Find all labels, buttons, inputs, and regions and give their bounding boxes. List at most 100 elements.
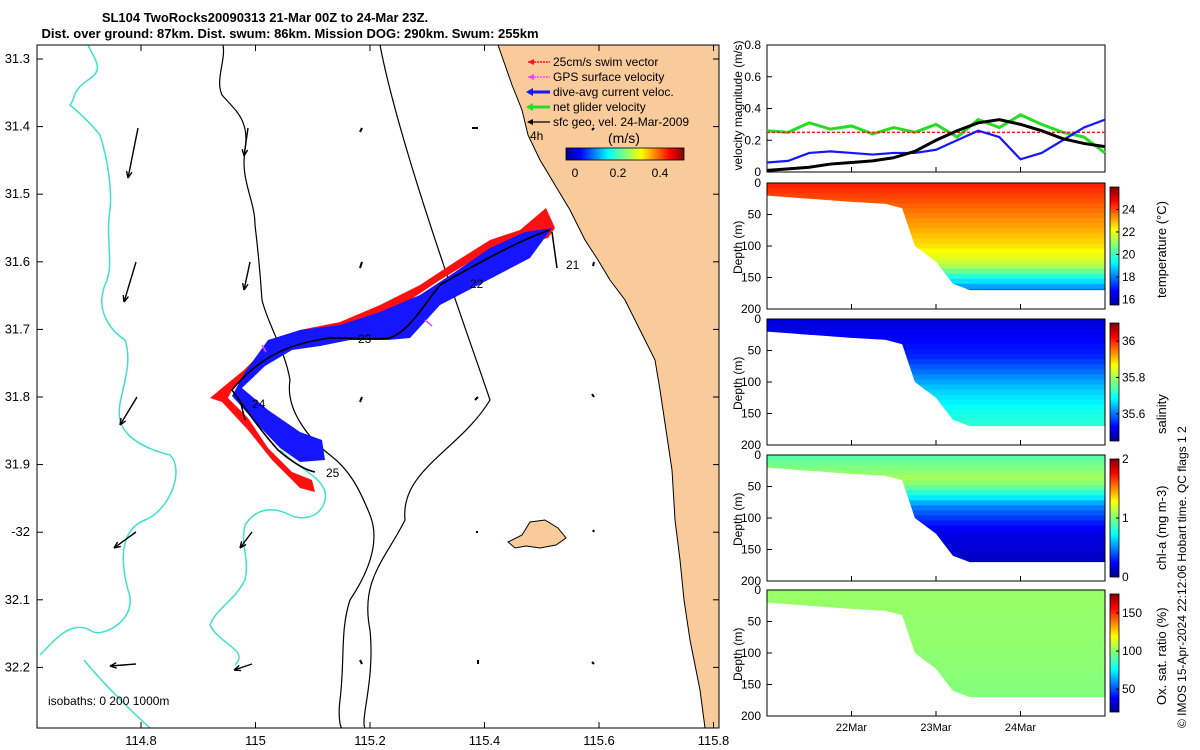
geo-arrow-2-head [241,149,249,157]
geo-arrow-0-head [125,171,133,179]
legend-note: 4h [530,129,543,143]
section-band-2-11 [767,374,1105,381]
section-band-3-2 [767,465,1105,471]
colorbar-unit: (m/s) [608,130,640,146]
speed-colorbar [565,147,685,161]
geo-arrow-small-11 [591,127,595,131]
section-band-3-11 [767,510,1105,517]
isobath-0m [363,45,491,728]
section-band-4-7 [767,625,1105,631]
velocity-ylabel: velocity magnitude (m/s) [731,40,745,170]
colorbar-tick-2: 0.4 [652,166,669,180]
section-band-1-8 [767,223,1105,229]
velocity-ytick-label-2: 0.4 [744,102,761,116]
section-1-cbar-label-2: 20 [1122,247,1136,261]
section-band-2-2 [767,329,1105,335]
section-1-colorbar [1109,186,1120,306]
coastline-land [497,45,719,728]
section-4-cbar-label-2: 150 [1122,606,1142,620]
section-band-3-12 [767,515,1105,522]
section-band-4-15 [767,665,1105,672]
legend-net: net glider velocity [553,100,646,114]
geo-arrow-6-head [239,541,247,549]
section-xtick-label-1: 23Mar [920,722,952,734]
section-2-cbar-label-0: 35.6 [1122,407,1146,421]
section-band-4-3 [767,605,1105,611]
geo-arrow-0 [127,127,139,179]
chart-title-line2: Dist. over ground: 87km. Dist. swum: 86k… [41,26,539,41]
geo-arrow-6 [239,531,253,549]
section-band-2-1 [767,324,1105,330]
colorbar-tick-1: 0.2 [610,166,627,180]
section-2-colorbar-label: salinity [1154,394,1169,434]
section-band-1-0 [767,183,1105,189]
section-band-1-11 [767,238,1105,245]
geo-arrow-7 [109,663,137,667]
section-band-2-12 [767,379,1105,386]
section-band-1-7 [767,218,1105,224]
legend-geo: sfc geo. vel. 24-Mar-2009 [553,115,689,129]
velocity-ytick-label-3: 0.6 [744,70,761,84]
day-label-21: 21 [566,258,580,272]
day-label-23: 23 [358,332,372,346]
section-2-ytick-label-1: 50 [748,344,762,358]
isobath-200m [39,45,327,728]
section-band-4-2 [767,600,1105,606]
section-1-cbar-label-4: 24 [1122,202,1136,216]
map-xtick-label-4: 115.6 [583,733,615,748]
imos-credit: © IMOS 15-Apr-2024 22:12:06 Hobart time.… [1175,426,1189,728]
velocity-series-2 [766,118,1106,164]
velocity-series-3 [766,118,1106,172]
geo-arrow-8 [233,663,253,671]
section-band-4-14 [767,660,1105,667]
isobath-legend: isobaths: 0 200 1000m [48,694,169,708]
section-4-ytick-label-0: 0 [754,583,761,597]
day-label-22: 22 [470,277,484,291]
section-band-2-6 [767,349,1105,355]
section-4-ytick-label-3: 150 [741,678,761,692]
section-3-colorbar-label: chl-a (mg m-3) [1154,485,1169,570]
section-band-1-1 [767,188,1105,194]
geo-arrow-5 [113,531,137,549]
geo-arrow-5-head [113,541,121,549]
section-1-ytick-label-2: 100 [741,239,761,253]
colorbar-tick-0: 0 [572,166,579,180]
section-band-1-14 [767,253,1105,260]
section-band-4-8 [767,630,1105,636]
section-band-4-4 [767,610,1105,616]
section-band-3-1 [767,460,1105,466]
map-frame [36,44,720,729]
map-xtick-label-5: 115.8 [698,733,730,748]
net-glider-track [230,229,551,473]
section-3-ytick-label-1: 50 [748,480,762,494]
section-3-cbar-label-2: 2 [1122,452,1129,466]
map-ytick-label-5: 31.8 [5,389,30,404]
map-ytick-label-0: 31.3 [5,51,30,66]
section-1-ytick-label-3: 150 [741,271,761,285]
section-band-2-10 [767,369,1105,376]
geo-arrow-small-12 [592,261,595,267]
geo-arrow-8-head [233,664,242,672]
geo-arrow-1 [123,261,137,303]
geo-arrow-small-4 [474,396,479,401]
section-band-3-6 [767,485,1105,491]
section-band-2-8 [767,359,1105,365]
section-4-cbar-label-0: 50 [1122,682,1136,696]
section-3-ytick-label-2: 100 [741,511,761,525]
section-band-3-10 [767,505,1105,512]
section-band-1-3 [767,198,1105,204]
section-3-cbar-label-0: 0 [1122,570,1129,584]
section-band-2-3 [767,334,1105,340]
section-2-ytick-label-0: 0 [754,312,761,326]
section-4-colorbar-label: Ox. sat. ratio (%) [1154,607,1169,705]
section-4-ytick-label-2: 100 [741,646,761,660]
map-xtick-label-2: 115.2 [354,733,386,748]
map-ytick-label-7: -32 [11,524,30,539]
section-2-cbar-label-1: 35.8 [1122,370,1146,384]
geo-arrow-small-8 [359,659,363,665]
section-band-2-9 [767,364,1105,370]
map-ticks: 114.8 115 115.2 115.4 115.6 115.8 31.3 31.4 31.5… [5,45,730,748]
map-ytick-label-4: 31.7 [5,321,30,336]
geo-arrow-small-2 [359,261,363,269]
section-band-2-4 [767,339,1105,345]
